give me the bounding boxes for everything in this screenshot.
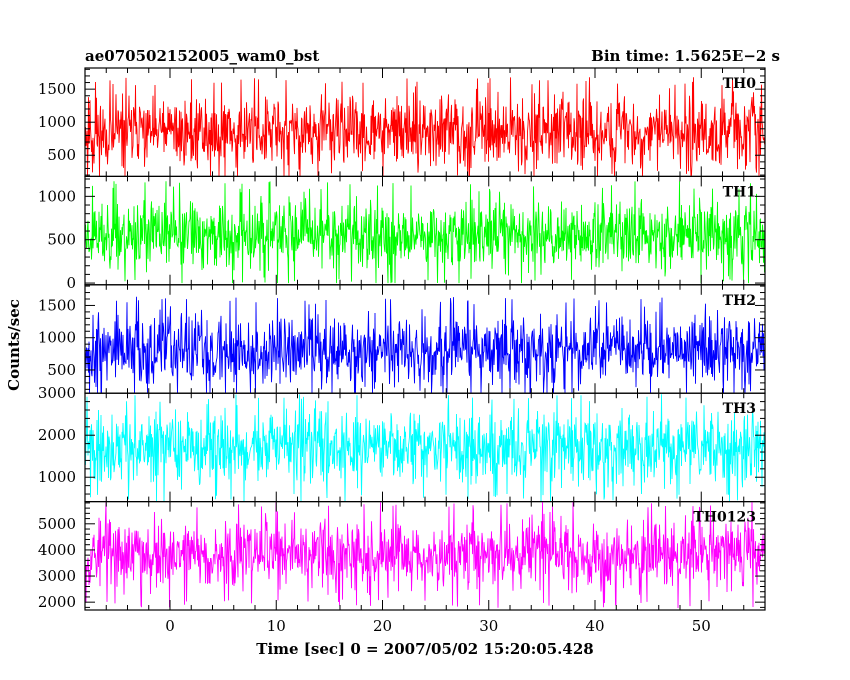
- y-tick-label: 5000: [38, 515, 76, 533]
- y-tick-label: 1500: [38, 296, 76, 314]
- x-tick-label: 10: [267, 617, 286, 635]
- panel-label-th3: TH3: [723, 401, 756, 417]
- x-tick-label: 20: [373, 617, 392, 635]
- x-axis: 0 10 20 30 40 50: [165, 617, 711, 635]
- y-tick-label: 1000: [38, 468, 76, 486]
- bin-time-label: Bin time: 1.5625E−2 s: [591, 47, 780, 65]
- x-axis-title: Time [sec] 0 = 2007/05/02 15:20:05.428: [256, 640, 593, 658]
- y-tick-label: 0: [66, 274, 76, 292]
- y-tick-label: 3000: [38, 567, 76, 585]
- panels-group: 500 1000 1500 TH0 0 500 1000 TH1 500 1000 1500 TH2 1…: [38, 67, 766, 611]
- x-tick-label: 0: [165, 617, 175, 635]
- y-tick-label: 3000: [38, 384, 76, 402]
- panel-th3: 1000 2000 3000 TH3: [38, 384, 766, 503]
- series-line-th0123: [84, 501, 766, 609]
- panel-th2: 500 1000 1500 TH2: [38, 284, 766, 394]
- y-axis-title: Counts/sec: [5, 299, 23, 391]
- series-line-th3: [84, 394, 766, 502]
- series-line-th1: [84, 181, 766, 284]
- panel-label-th0: TH0: [723, 76, 757, 92]
- y-tick-label: 1500: [38, 80, 76, 98]
- panel-label-th1: TH1: [723, 184, 756, 200]
- y-tick-label: 1000: [38, 329, 76, 347]
- panel-th1: 0 500 1000 TH1: [38, 175, 766, 292]
- x-tick-label: 30: [479, 617, 498, 635]
- y-tick-label: 4000: [38, 541, 76, 559]
- series-line-th2: [84, 296, 766, 394]
- y-tick-label: 1000: [38, 187, 76, 205]
- chart-title: ae070502152005_wam0_bst: [85, 47, 319, 65]
- panel-th0: 500 1000 1500 TH0: [38, 67, 766, 178]
- y-tick-label: 500: [47, 361, 76, 379]
- y-tick-label: 500: [47, 146, 76, 164]
- panel-label-th0123: TH0123: [693, 510, 756, 526]
- x-tick-label: 40: [585, 617, 604, 635]
- x-tick-label: 50: [692, 617, 711, 635]
- y-tick-label: 2000: [38, 593, 76, 611]
- series-line-th0: [84, 77, 766, 177]
- panel-label-th2: TH2: [723, 293, 756, 309]
- y-tick-label: 1000: [38, 113, 76, 131]
- y-tick-label: 2000: [38, 426, 76, 444]
- y-tick-label: 500: [47, 231, 76, 249]
- panel-th0123: 2000 3000 4000 5000 TH0123: [38, 501, 766, 611]
